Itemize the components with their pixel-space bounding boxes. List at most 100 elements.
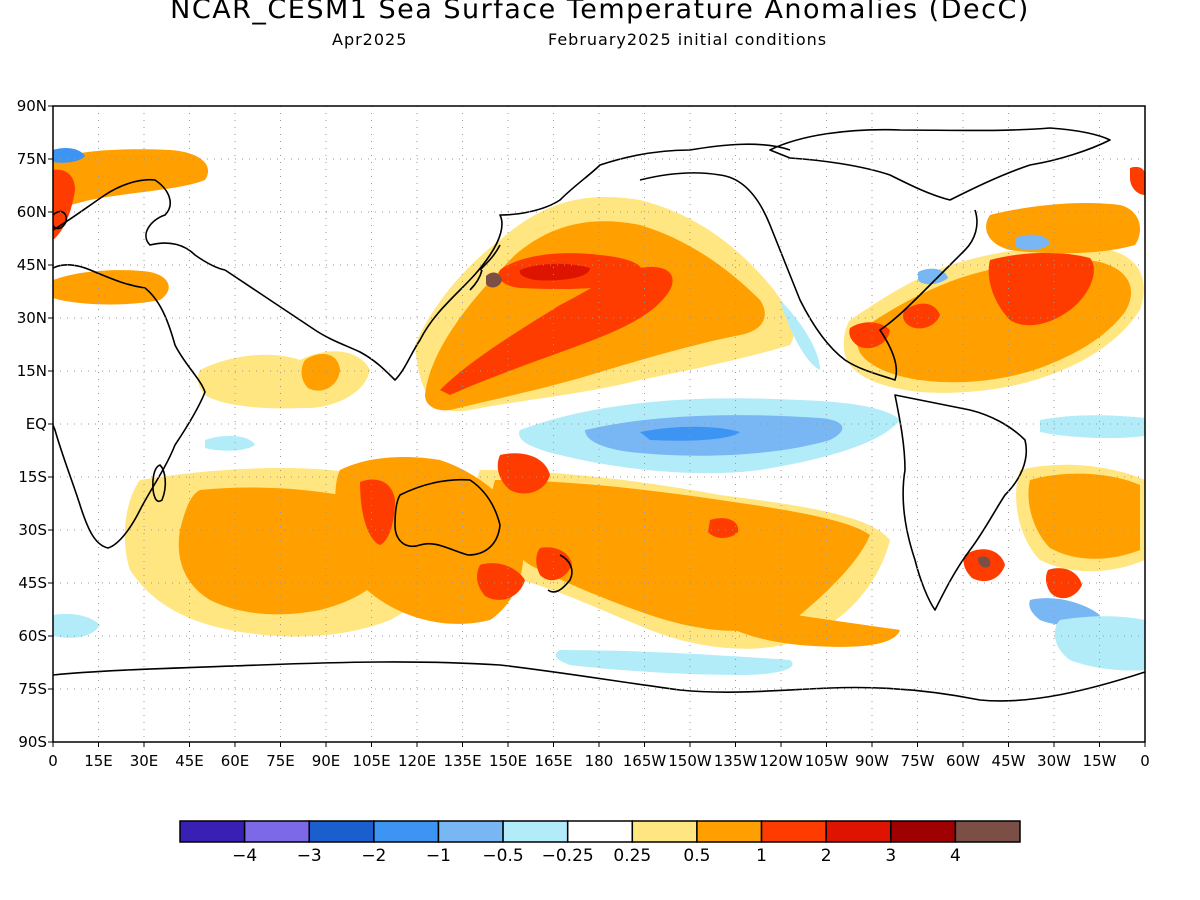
colorbar-label: −3 xyxy=(297,846,322,866)
latitude-label: 45S xyxy=(18,574,47,592)
barents-warm xyxy=(53,149,209,210)
longitude-label: 150W xyxy=(668,752,712,770)
south-atlantic-southern-cool xyxy=(1054,616,1145,671)
north-pacific-strong-warm xyxy=(440,266,673,395)
australia-coastline xyxy=(394,478,501,556)
longitude-label: 120E xyxy=(398,752,436,770)
tasmania-strong-warm xyxy=(477,563,525,600)
british-isles-coastline xyxy=(53,210,68,230)
longitude-label: 60W xyxy=(946,752,980,770)
longitude-label: 165W xyxy=(623,752,667,770)
greenland-coastline xyxy=(769,127,1111,201)
longitude-label: 90W xyxy=(855,752,889,770)
longitude-label: 105W xyxy=(805,752,849,770)
longitude-label: 120W xyxy=(759,752,803,770)
colorbar-swatch xyxy=(890,820,957,843)
longitude-label: 165E xyxy=(534,752,572,770)
longitude-label: 45W xyxy=(992,752,1026,770)
latitude-label: 30S xyxy=(18,521,47,539)
longitude-label: 0 xyxy=(1140,752,1150,770)
axis-ticks xyxy=(48,105,1146,747)
forecast-month: Apr2025 xyxy=(332,30,408,49)
south-atlantic-strong-warm xyxy=(1045,568,1082,599)
south-pacific-warm xyxy=(491,480,870,631)
longitude-label: 30W xyxy=(1037,752,1071,770)
antarctica-coastline xyxy=(53,661,1145,702)
chart-title: NCAR_CESM1 Sea Surface Temperature Anoma… xyxy=(170,0,1030,25)
longitude-label: 105E xyxy=(352,752,390,770)
longitude-label: 90E xyxy=(312,752,341,770)
equatorial-cool-core xyxy=(640,426,740,441)
colorbar-label: −2 xyxy=(361,846,386,866)
arctic-east-strong-warm xyxy=(1130,166,1145,195)
bay-of-bengal-warm xyxy=(301,354,340,391)
longitude-label: 60E xyxy=(221,752,250,770)
south-pacific-strong-warm-2 xyxy=(708,518,739,538)
colorbar-label: 0.25 xyxy=(613,846,651,866)
brazil-malvinas-hot-core xyxy=(978,556,991,568)
kuroshio-hot-core xyxy=(519,263,590,281)
north-america-coastline xyxy=(639,172,978,381)
colorbar-label: 3 xyxy=(885,846,896,866)
colorbar-swatch xyxy=(760,820,827,843)
colorbar-swatch xyxy=(825,820,892,843)
colorbar-swatch xyxy=(179,820,246,843)
latitude-labels: 90N 75N 60N 45N 30N 15N EQ 15S 30S 45S 60S 75S 90S xyxy=(17,97,47,751)
labrador-cool xyxy=(1015,234,1050,251)
longitude-label: 75W xyxy=(901,752,935,770)
southern-ocean-cool-band xyxy=(555,650,793,675)
south-atlantic-warm xyxy=(1028,473,1140,559)
colorbar-swatch xyxy=(373,820,440,843)
latitude-label: 75N xyxy=(17,150,47,168)
southern-ocean-warm-band xyxy=(700,600,900,647)
longitude-label: 135E xyxy=(443,752,481,770)
latitude-label: 60S xyxy=(18,627,47,645)
europe-coastline xyxy=(53,178,226,271)
gulf-of-mexico-strong-warm xyxy=(849,322,890,349)
colorbar-label: −0.25 xyxy=(542,846,594,866)
asia-coastline xyxy=(224,143,791,381)
gulf-stream-strong-warm xyxy=(903,303,940,329)
longitude-label: 15W xyxy=(1083,752,1117,770)
coastlines xyxy=(53,127,1145,702)
colorbar xyxy=(179,820,1021,843)
southwest-pacific-strong-warm xyxy=(497,453,550,494)
colorbar-swatch xyxy=(696,820,763,843)
initial-conditions: February2025 initial conditions xyxy=(548,30,828,49)
lat-lon-gridlines xyxy=(53,106,1145,742)
east-pacific-coastal-cool xyxy=(780,300,820,370)
latitude-label: 30N xyxy=(17,309,47,327)
colorbar-label: 0.5 xyxy=(683,846,710,866)
colorbar-swatch xyxy=(566,820,634,843)
colorbar-label: 1 xyxy=(756,846,767,866)
new-zealand-strong-warm xyxy=(536,547,572,581)
norway-strong-warm xyxy=(53,169,75,240)
latitude-label: 75S xyxy=(18,680,47,698)
latitude-label: 60N xyxy=(17,203,47,221)
latitude-label: 90S xyxy=(18,733,47,751)
latitude-label: 90N xyxy=(17,97,47,115)
west-australia-strong-warm xyxy=(360,479,395,545)
southwest-indian-cool xyxy=(53,613,100,638)
anomaly-fields xyxy=(53,148,1145,675)
latitude-label: 45N xyxy=(17,256,47,274)
nova-scotia-cool xyxy=(918,268,948,285)
north-atlantic-strong-warm xyxy=(988,252,1094,326)
longitude-label: 135W xyxy=(714,752,758,770)
colorbar-label: −0.5 xyxy=(482,846,523,866)
longitude-label: 180 xyxy=(585,752,614,770)
colorbar-swatch xyxy=(243,820,310,843)
colorbar-swatch xyxy=(437,820,504,843)
longitude-label: 150E xyxy=(489,752,527,770)
south-america-coastline xyxy=(894,394,1028,611)
longitude-label: 45E xyxy=(175,752,204,770)
latitude-label: 15N xyxy=(17,362,47,380)
japan-coastline xyxy=(469,244,501,291)
colorbar-swatch xyxy=(502,820,569,843)
colorbar-labels: −4 −3 −2 −1 −0.5 −0.25 0.25 0.5 1 2 3 4 xyxy=(232,846,961,866)
colorbar-label: −1 xyxy=(426,846,451,866)
longitude-labels: 0 15E 30E 45E 60E 75E 90E 105E 120E 135E 150E 165E 1… xyxy=(48,752,1150,770)
madagascar-coastline xyxy=(152,464,167,502)
latitude-label: EQ xyxy=(26,415,47,433)
